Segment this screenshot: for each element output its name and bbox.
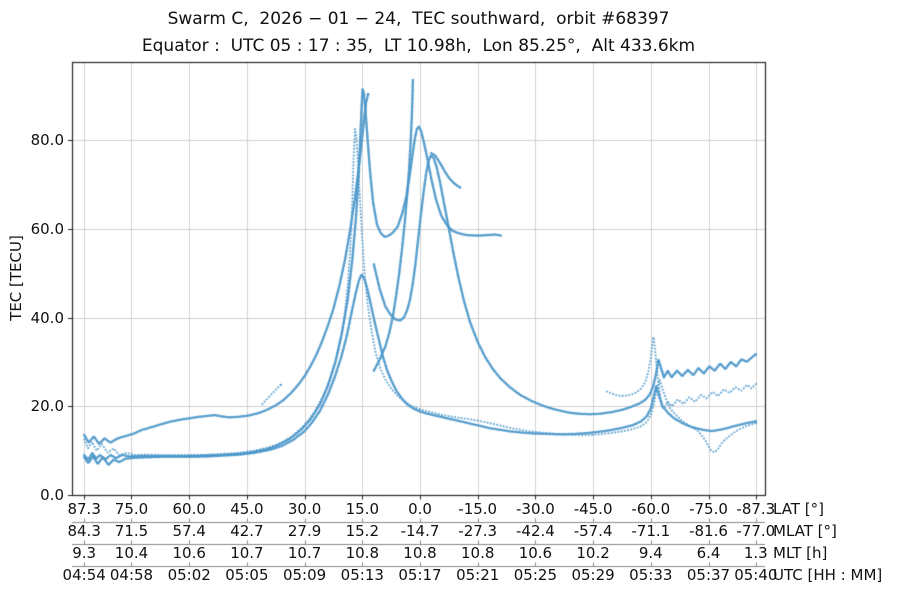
x-tick-label: 9.4 [638, 543, 663, 562]
x-tick-label: 27.9 [287, 521, 322, 540]
x-tick-label: 10.8 [345, 543, 379, 562]
x-tick-label: 15.2 [345, 521, 379, 540]
x-tick-label: 10.7 [230, 543, 264, 562]
y-tick-label: 40.0 [30, 308, 64, 327]
x-tick-label: 57.4 [172, 521, 206, 540]
y-tick-label: 80.0 [30, 131, 64, 149]
x-tick-label: 0.0 [408, 500, 432, 518]
x-tick-label: 1.3 [743, 543, 768, 562]
x-tick-label: -30.0 [515, 500, 555, 518]
x-tick-label: 04:54 [62, 566, 106, 584]
x-tick-label: 10.8 [403, 543, 437, 562]
x-tick-label: 05:33 [629, 566, 673, 584]
x-tick-label: 10.8 [460, 543, 495, 562]
x-tick-label: 05:05 [225, 566, 269, 584]
x-axis-row-label: MLT [h] [773, 543, 828, 562]
x-tick-label: 71.5 [114, 521, 149, 540]
x-tick-label: 05:17 [398, 566, 442, 584]
figure-subtitle: Equator : UTC 05 : 17 : 35, LT 10.98h, L… [141, 36, 696, 56]
x-tick-label: 04:58 [109, 566, 154, 584]
x-tick-label: 9.3 [72, 543, 97, 562]
x-tick-label: -71.1 [631, 521, 671, 540]
x-tick-label: 10.6 [518, 543, 553, 562]
x-tick-label: 10.6 [172, 543, 206, 562]
y-tick-label: 60.0 [30, 219, 64, 238]
x-tick-label: 30.0 [287, 500, 322, 518]
x-tick-label: 75.0 [114, 500, 149, 518]
x-axis-row-label: UTC [HH : MM] [773, 566, 883, 584]
x-tick-label: 15.0 [345, 500, 379, 518]
x-tick-label: -75.0 [689, 500, 728, 518]
x-tick-label: -60.0 [631, 500, 671, 518]
x-tick-label: -81.6 [689, 521, 728, 540]
x-tick-label: 10.2 [576, 543, 610, 562]
x-axis-row-label: MLAT [°] [773, 521, 837, 540]
x-tick-label: -14.7 [400, 521, 440, 540]
x-tick-label: -77.0 [736, 521, 776, 540]
x-tick-label: -57.4 [573, 521, 613, 540]
y-tick-label: 0.0 [40, 486, 64, 504]
figure-title: Swarm C, 2026 − 01 − 24, TEC southward, … [167, 9, 670, 29]
x-tick-label: 05:21 [456, 566, 500, 584]
x-tick-label: -87.3 [736, 500, 776, 518]
x-tick-label: 87.3 [67, 500, 101, 518]
x-tick-label: 60.0 [172, 500, 206, 518]
x-tick-label: 10.7 [287, 543, 322, 562]
x-axis-row-label: LAT [°] [773, 500, 824, 518]
x-tick-label: -15.0 [458, 500, 498, 518]
x-tick-label: 05:40 [734, 566, 778, 584]
x-tick-label: 05:25 [513, 566, 557, 584]
x-tick-label: 05:29 [571, 566, 615, 584]
x-tick-label: -42.4 [515, 521, 555, 540]
x-tick-label: 84.3 [67, 521, 101, 540]
y-tick-label: 20.0 [30, 397, 64, 416]
x-tick-label: 05:09 [282, 566, 327, 584]
x-tick-label: -45.0 [573, 500, 613, 518]
x-tick-label: 6.4 [696, 543, 721, 562]
x-tick-label: 05:02 [167, 566, 211, 584]
x-tick-label: 45.0 [230, 500, 264, 518]
x-tick-label: 05:37 [686, 566, 731, 584]
x-tick-label: 05:13 [340, 566, 384, 584]
x-tick-label: 42.7 [230, 521, 264, 540]
x-tick-label: 10.4 [114, 543, 149, 562]
x-tick-label: -27.3 [458, 521, 498, 540]
